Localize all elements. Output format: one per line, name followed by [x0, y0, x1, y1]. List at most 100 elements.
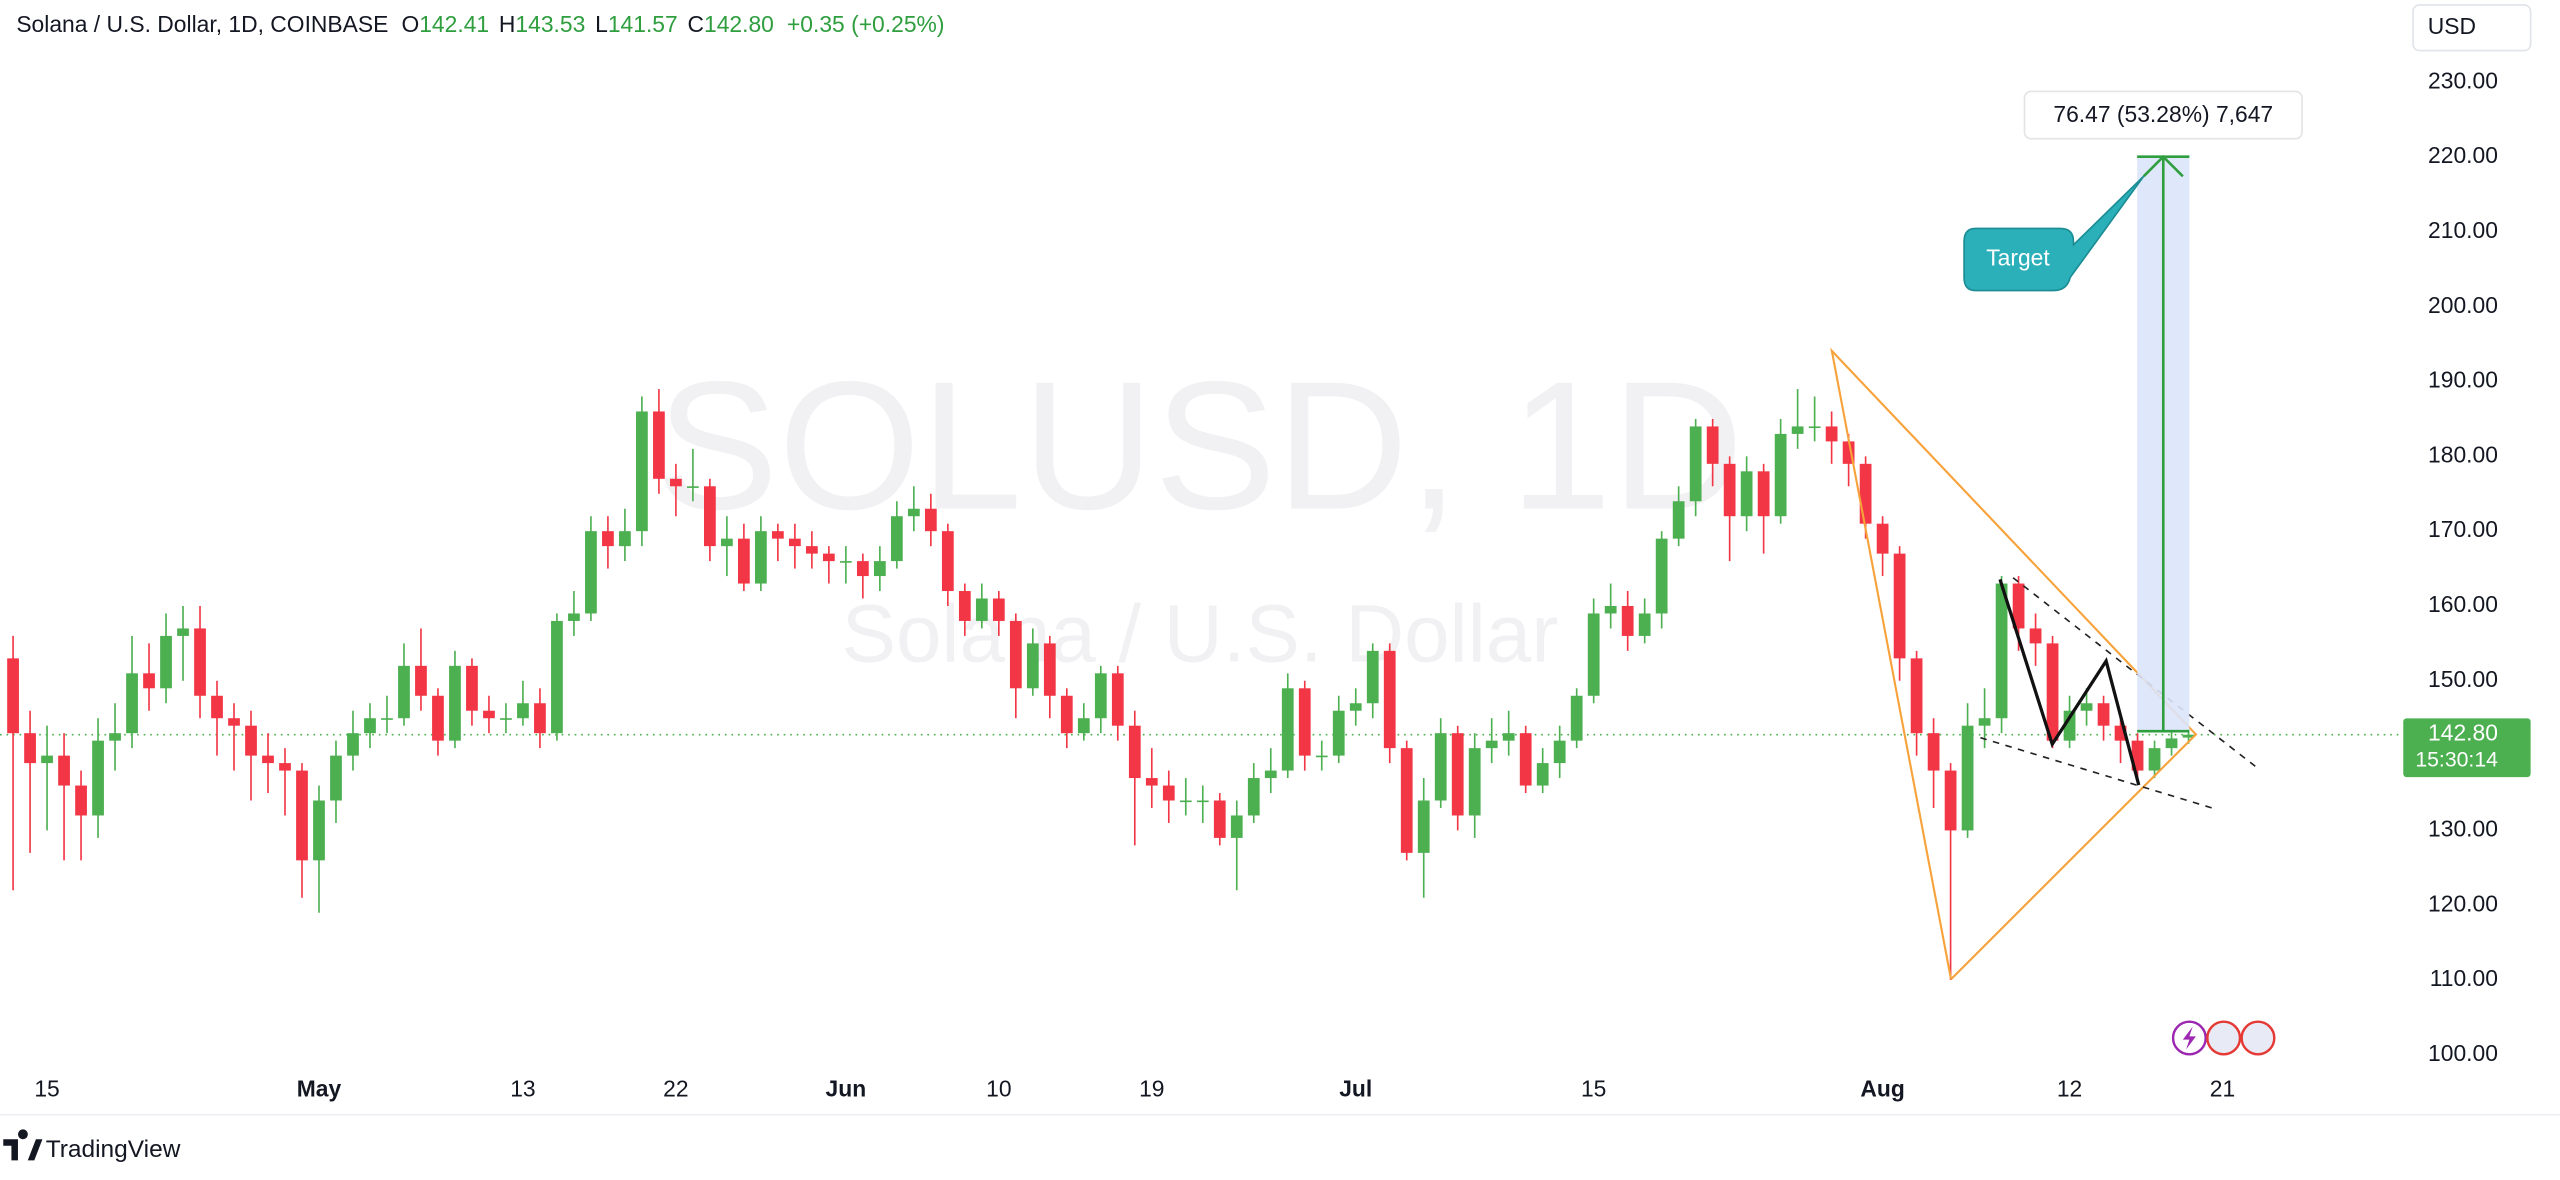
candle-body: [873, 561, 886, 577]
y-tick-label: 150.00: [2428, 666, 2498, 692]
candle-body: [941, 531, 954, 592]
candle-body: [347, 733, 359, 756]
event-icon[interactable]: [2206, 1020, 2242, 1056]
candle-body: [1706, 426, 1719, 464]
candle-body: [1893, 553, 1906, 659]
candle-body: [1400, 748, 1413, 853]
ohlc-name: L: [595, 11, 608, 37]
x-tick-label: Aug: [1860, 1075, 1904, 1101]
candle-body: [330, 755, 342, 801]
candle-body: [1485, 740, 1498, 749]
candle-body: [924, 508, 937, 532]
candle-body: [738, 538, 750, 584]
candle-body: [279, 763, 291, 771]
candle-body: [1774, 433, 1787, 517]
zigzag: [1998, 578, 2141, 786]
candle-body: [890, 516, 903, 562]
symbol-title: Solana / U.S. Dollar, 1D, COINBASE: [16, 11, 388, 37]
candle-body: [1536, 763, 1549, 786]
candle-body: [517, 703, 529, 719]
candle-body: [1638, 613, 1651, 636]
candle-body: [839, 561, 852, 563]
candle-body: [975, 598, 988, 621]
candle-body: [2063, 710, 2076, 741]
target-label: Target: [1986, 245, 2050, 271]
candle-body: [1247, 778, 1260, 816]
candle-body: [2080, 703, 2093, 711]
candle-body: [1451, 733, 1464, 816]
candle-body: [1298, 688, 1311, 756]
candle-body: [245, 725, 257, 756]
candle-body: [1502, 733, 1515, 741]
currency[interactable]: USD: [2428, 13, 2476, 39]
x-tick-label: 15: [1581, 1075, 1606, 1101]
candle-body: [1230, 815, 1243, 838]
candle-body: [1468, 748, 1481, 816]
candle-body: [907, 508, 920, 517]
y-tick-label: 210.00: [2428, 217, 2498, 243]
candle-body: [958, 591, 971, 621]
candle-body: [1723, 463, 1736, 517]
candle-body: [126, 673, 138, 734]
y-tick-label: 170.00: [2428, 516, 2498, 542]
candle-body: [856, 561, 869, 577]
candle-body: [551, 620, 563, 734]
currency-button[interactable]: [2412, 4, 2532, 52]
candle-body: [1604, 605, 1617, 614]
ohlc-value: 142.41: [419, 11, 489, 37]
candle-body: [449, 665, 461, 741]
candle-body: [636, 411, 648, 532]
candle-body: [381, 718, 393, 720]
y-tick-label: 120.00: [2428, 890, 2498, 916]
candle-body: [143, 673, 155, 689]
candle-body: [1349, 703, 1362, 711]
candle-body: [109, 733, 121, 741]
x-tick-label: 22: [663, 1075, 688, 1101]
flag-lower: [1980, 736, 2218, 811]
x-tick-label: 10: [986, 1075, 1011, 1101]
candle-body: [2012, 583, 2025, 629]
candle-body: [1128, 725, 1141, 779]
symbol-header: Solana / U.S. Dollar, 1D, COINBASE O142.4…: [16, 11, 944, 37]
event-icons[interactable]: [2171, 1020, 2276, 1056]
candle-body: [1655, 538, 1668, 614]
candle-body: [602, 531, 614, 547]
candle-body: [1808, 426, 1821, 429]
candle-body: [1060, 695, 1073, 734]
countdown: 15:30:14: [2415, 748, 2498, 771]
candle-body: [534, 703, 546, 734]
candle-body: [1519, 733, 1532, 786]
last-price-box: [2403, 718, 2531, 778]
candle-body: [1026, 643, 1039, 689]
candle-body: [1621, 605, 1634, 636]
candle-body: [1077, 718, 1090, 734]
x-tick-label: Jun: [826, 1075, 867, 1101]
candle-body: [1672, 501, 1685, 539]
candle-body: [992, 598, 1005, 621]
candle-body: [1910, 658, 1923, 734]
candle-body: [704, 486, 716, 547]
candle-body: [2165, 738, 2178, 749]
candle-body: [75, 785, 87, 816]
last-price-label: 142.80: [2428, 720, 2498, 746]
brand-logo: [3, 1129, 43, 1161]
candle-body: [2148, 748, 2161, 771]
ohlc-name: C: [688, 11, 705, 37]
candle-body: [2029, 628, 2042, 644]
candle-body: [805, 546, 818, 554]
ohlc-value: 142.80: [704, 11, 774, 37]
change: +0.35 (+0.25%): [787, 11, 945, 37]
candle-body: [1315, 755, 1328, 758]
event-icon[interactable]: [2240, 1020, 2276, 1056]
event-icon-bolt: [2182, 1026, 2196, 1050]
candle-body: [500, 718, 512, 720]
candle-body: [2114, 725, 2127, 741]
candle-body: [228, 718, 240, 726]
x-tick-label: 15: [34, 1075, 59, 1101]
candle-body: [1179, 800, 1192, 803]
candle-body: [1995, 583, 2008, 719]
candle-body: [24, 733, 36, 764]
candle-body: [1876, 523, 1889, 554]
